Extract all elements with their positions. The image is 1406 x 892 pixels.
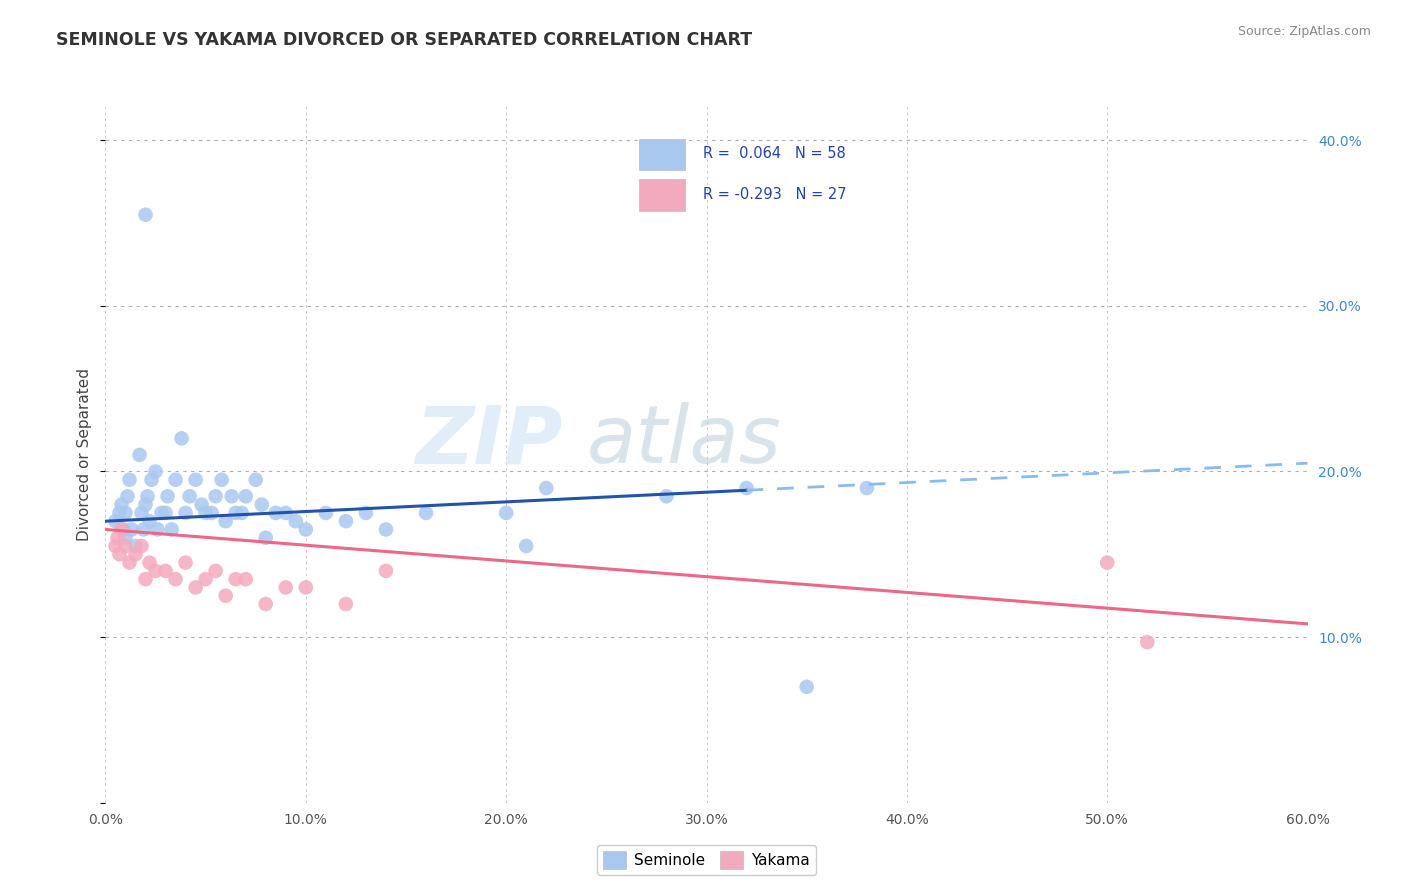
Point <box>221 489 243 503</box>
Point <box>146 523 169 537</box>
Point <box>107 531 129 545</box>
Point <box>354 506 377 520</box>
FancyBboxPatch shape <box>638 179 685 211</box>
FancyBboxPatch shape <box>638 139 685 170</box>
Point <box>315 506 337 520</box>
Point <box>184 473 207 487</box>
Point <box>110 523 132 537</box>
Point <box>295 523 318 537</box>
Point <box>655 489 678 503</box>
Point <box>184 581 207 595</box>
Point <box>124 539 146 553</box>
Point <box>214 589 236 603</box>
Point <box>225 572 247 586</box>
Point <box>156 489 179 503</box>
Point <box>495 506 517 520</box>
Point <box>274 581 297 595</box>
Point <box>114 506 136 520</box>
Point <box>108 547 131 561</box>
Point <box>160 523 183 537</box>
Point <box>138 556 160 570</box>
Point <box>374 564 398 578</box>
Point <box>211 473 233 487</box>
Point <box>201 506 224 520</box>
Point <box>145 564 167 578</box>
Point <box>112 523 135 537</box>
Point <box>131 506 153 520</box>
Point <box>174 506 197 520</box>
Point <box>204 564 226 578</box>
Point <box>855 481 877 495</box>
Point <box>135 208 157 222</box>
Point <box>225 506 247 520</box>
Point <box>118 473 141 487</box>
Point <box>135 498 157 512</box>
Point <box>534 481 557 495</box>
Point <box>132 523 155 537</box>
Point <box>104 539 127 553</box>
Text: ZIP: ZIP <box>415 402 562 480</box>
Point <box>145 465 167 479</box>
Point <box>231 506 253 520</box>
Point <box>204 489 226 503</box>
Point <box>250 498 273 512</box>
Point <box>121 523 143 537</box>
Point <box>515 539 537 553</box>
Point <box>194 506 217 520</box>
Y-axis label: Divorced or Separated: Divorced or Separated <box>77 368 93 541</box>
Point <box>179 489 201 503</box>
Text: R =  0.064   N = 58: R = 0.064 N = 58 <box>703 145 845 161</box>
Point <box>194 572 217 586</box>
Point <box>235 572 257 586</box>
Point <box>165 572 187 586</box>
Point <box>131 539 153 553</box>
Point <box>124 547 146 561</box>
Point <box>245 473 267 487</box>
Point <box>295 581 318 595</box>
Point <box>254 597 277 611</box>
Point <box>214 514 236 528</box>
Text: atlas: atlas <box>586 402 782 480</box>
Point <box>335 597 357 611</box>
Point <box>135 572 157 586</box>
Point <box>190 498 212 512</box>
Point <box>796 680 818 694</box>
Point <box>274 506 297 520</box>
Point <box>374 523 398 537</box>
Point <box>110 498 132 512</box>
Point <box>108 506 131 520</box>
Point <box>735 481 758 495</box>
Point <box>118 556 141 570</box>
Point <box>235 489 257 503</box>
Text: R = -0.293   N = 27: R = -0.293 N = 27 <box>703 187 846 202</box>
Point <box>415 506 437 520</box>
Legend: Seminole, Yakama: Seminole, Yakama <box>598 846 815 875</box>
Point <box>174 556 197 570</box>
Point <box>104 514 127 528</box>
Point <box>114 539 136 553</box>
Point <box>284 514 307 528</box>
Point <box>136 489 159 503</box>
Point <box>141 473 163 487</box>
Point <box>165 473 187 487</box>
Point <box>128 448 150 462</box>
Text: Source: ZipAtlas.com: Source: ZipAtlas.com <box>1237 25 1371 38</box>
Point <box>155 506 177 520</box>
Point <box>150 506 173 520</box>
Point <box>264 506 287 520</box>
Point <box>1097 556 1119 570</box>
Point <box>335 514 357 528</box>
Point <box>155 564 177 578</box>
Point <box>254 531 277 545</box>
Point <box>114 531 136 545</box>
Point <box>138 514 160 528</box>
Text: SEMINOLE VS YAKAMA DIVORCED OR SEPARATED CORRELATION CHART: SEMINOLE VS YAKAMA DIVORCED OR SEPARATED… <box>56 31 752 49</box>
Point <box>117 489 139 503</box>
Point <box>1136 635 1159 649</box>
Point <box>170 431 193 445</box>
